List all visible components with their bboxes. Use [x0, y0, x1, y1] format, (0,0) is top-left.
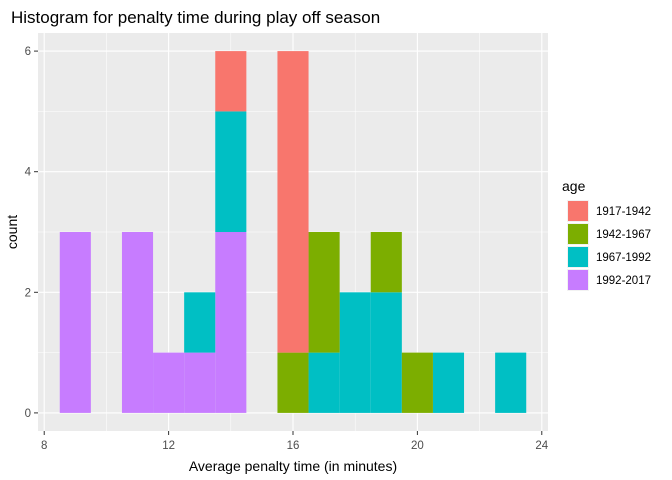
histogram-bar — [215, 111, 247, 232]
x-tick-label: 24 — [535, 440, 548, 452]
y-tick-label: 4 — [25, 167, 32, 179]
legend-title: age — [562, 178, 586, 194]
y-axis: 0 2 4 6 — [25, 46, 38, 420]
legend-swatch — [568, 247, 588, 267]
histogram-bar — [370, 232, 402, 293]
y-tick-label: 0 — [25, 408, 31, 420]
legend-label: 1992-2017 — [596, 275, 651, 287]
legend-label: 1917-1942 — [596, 206, 651, 218]
histogram-bar — [59, 232, 91, 413]
histogram-bar — [339, 292, 371, 413]
y-axis-title: count — [4, 215, 20, 249]
histogram-bar — [153, 352, 185, 413]
x-axis: 8 12 16 20 24 — [41, 431, 549, 452]
legend-label: 1942-1967 — [596, 229, 651, 241]
histogram-bar — [277, 51, 309, 353]
x-tick-label: 20 — [411, 440, 424, 452]
histogram-bar — [121, 232, 154, 413]
legend-swatch — [568, 270, 588, 290]
histogram-bar — [370, 292, 402, 413]
histogram-bar — [495, 352, 527, 413]
histogram-bar — [308, 352, 340, 413]
legend-label: 1967-1992 — [596, 252, 651, 264]
chart-title: Histogram for penalty time during play o… — [11, 8, 380, 27]
y-tick-label: 6 — [25, 46, 31, 58]
histogram-bar — [308, 232, 340, 353]
histogram-bar — [184, 352, 216, 413]
histogram-bar — [401, 352, 433, 413]
histogram-bars — [59, 51, 527, 413]
legend: age 1917-1942 1942-1967 1967-1992 1992-2017 — [562, 178, 651, 291]
legend-swatch — [568, 224, 588, 244]
histogram-bar — [432, 352, 465, 413]
x-tick-label: 8 — [41, 440, 47, 452]
x-axis-title: Average penalty time (in minutes) — [189, 458, 397, 474]
histogram-bar — [184, 292, 216, 353]
histogram-bar — [215, 51, 247, 112]
y-tick-label: 2 — [25, 287, 31, 299]
x-tick-label: 12 — [162, 440, 175, 452]
histogram-bar — [277, 352, 309, 413]
histogram-bar — [215, 232, 247, 413]
legend-swatch — [568, 201, 588, 221]
x-tick-label: 16 — [287, 440, 300, 452]
